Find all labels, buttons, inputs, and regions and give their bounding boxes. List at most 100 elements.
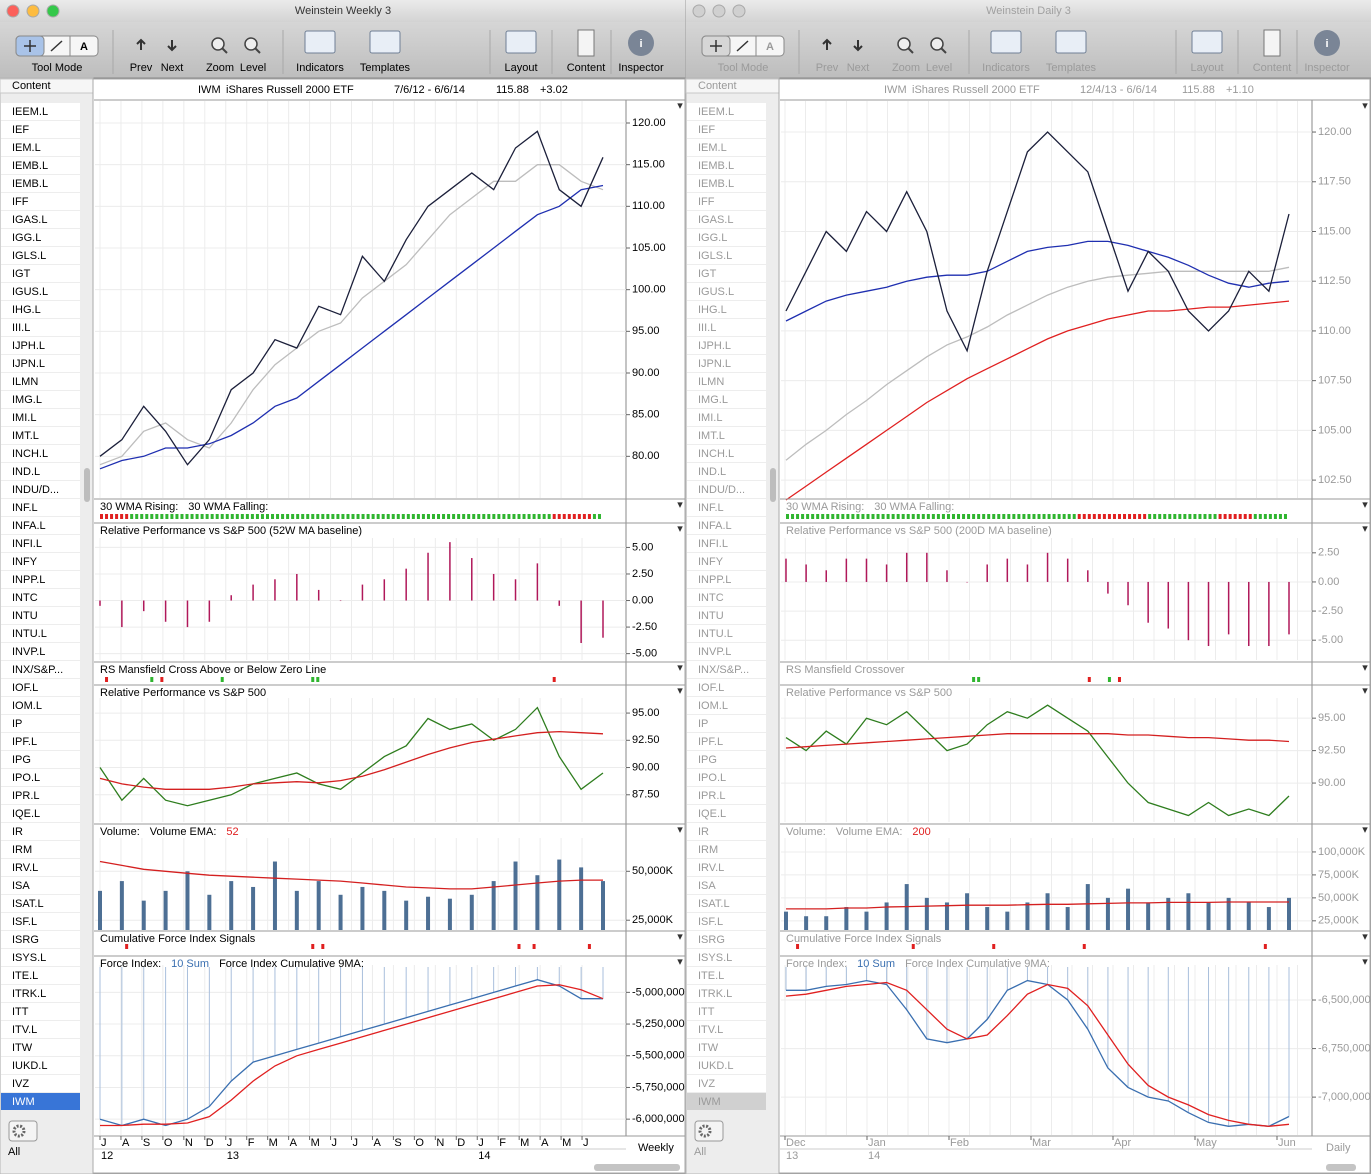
panel-menu[interactable]: ▾ [1362,523,1368,535]
panel-menu[interactable]: ▾ [1362,956,1368,968]
panel-menu[interactable]: ▾ [677,499,683,511]
symbol-row[interactable]: IGAS.L [687,211,766,228]
symbol-row[interactable]: IGAS.L [1,211,80,228]
symbol-row-bg[interactable] [1,499,80,516]
symbol-row[interactable]: IJPH.L [1,337,80,354]
symbol-row[interactable]: INVP.L [687,643,766,660]
symbol-row[interactable]: IMI.L [687,409,766,426]
symbol-row[interactable]: IPG [687,751,766,768]
symbol-row[interactable]: IOF.L [687,679,766,696]
symbol-row[interactable]: INTC [1,589,80,606]
symbol-row[interactable]: ISYS.L [1,949,80,966]
symbol-row-bg[interactable] [1,787,80,804]
symbol-row-bg[interactable] [687,481,766,498]
symbol-row-bg[interactable] [687,913,766,930]
toolbar-button[interactable]: i Inspector [618,30,664,74]
symbol-row[interactable]: IEM.L [687,139,766,156]
symbol-row-bg[interactable] [1,877,80,894]
panel-menu[interactable]: ▾ [677,956,683,968]
symbol-row-bg[interactable] [1,895,80,912]
symbol-row-bg[interactable] [1,355,80,372]
symbol-row-bg[interactable] [687,157,766,174]
symbol-row-bg[interactable] [687,103,766,120]
symbol-row-bg[interactable] [687,931,766,948]
symbol-row[interactable]: INTU.L [687,625,766,642]
symbol-row-bg[interactable] [687,787,766,804]
symbol-row-bg[interactable] [687,337,766,354]
symbol-row-bg[interactable] [1,643,80,660]
symbol-row-bg[interactable] [1,607,80,624]
window-button[interactable] [6,4,20,18]
symbol-row[interactable]: IEMB.L [687,175,766,192]
symbol-row[interactable]: IQE.L [687,805,766,822]
symbol-row-bg[interactable] [687,607,766,624]
symbol-row-bg[interactable] [687,463,766,480]
symbol-row[interactable]: IEM.L [1,139,80,156]
symbol-row[interactable]: ISF.L [1,913,80,930]
symbol-row-bg[interactable] [687,1039,766,1056]
panel-menu[interactable]: ▾ [677,100,683,112]
symbol-row[interactable]: IOM.L [687,697,766,714]
symbol-row-bg[interactable] [687,751,766,768]
symbol-row-bg[interactable] [687,967,766,984]
symbol-row[interactable]: IEEM.L [687,103,766,120]
symbol-row-bg[interactable] [687,949,766,966]
symbol-row[interactable]: ITW [1,1039,80,1056]
symbol-row[interactable]: INTU [687,607,766,624]
symbol-row[interactable]: ITRK.L [1,985,80,1002]
symbol-row[interactable]: IRV.L [687,859,766,876]
symbol-row[interactable]: IHG.L [687,301,766,318]
panel-menu[interactable]: ▾ [677,824,683,836]
symbol-row-bg[interactable] [1,175,80,192]
toolbar-button[interactable]: Zoom [892,37,920,74]
symbol-row-bg[interactable] [1,409,80,426]
symbol-row-bg[interactable] [1,229,80,246]
symbol-row[interactable]: IRM [1,841,80,858]
symbol-row-bg[interactable] [687,823,766,840]
symbol-row-bg[interactable] [1,103,80,120]
toolbar-button[interactable]: Content [567,29,606,74]
symbol-row-bg[interactable] [687,391,766,408]
symbol-row-bg[interactable] [1,121,80,138]
symbol-row-bg[interactable] [687,499,766,516]
symbol-row-bg[interactable] [1,661,80,678]
symbol-row-bg[interactable] [1,1039,80,1056]
symbol-row-bg[interactable] [687,733,766,750]
symbol-row-bg[interactable] [687,265,766,282]
symbol-row-bg[interactable] [1,283,80,300]
symbol-row-bg[interactable] [687,643,766,660]
symbol-row-bg[interactable] [1,427,80,444]
symbol-row[interactable]: INFA.L [1,517,80,534]
symbol-row[interactable]: IEMB.L [1,157,80,174]
symbol-row-bg[interactable] [1,157,80,174]
symbol-row-bg[interactable] [687,247,766,264]
symbol-row-bg[interactable] [687,841,766,858]
horizontal-scrollbar[interactable] [1326,1164,1356,1171]
symbol-row[interactable]: IMG.L [1,391,80,408]
symbol-row[interactable]: IPG [1,751,80,768]
symbol-row-bg[interactable] [687,301,766,318]
symbol-row[interactable]: ISF.L [687,913,766,930]
window-button[interactable] [732,4,746,18]
symbol-row[interactable]: IPO.L [687,769,766,786]
symbol-row-bg[interactable] [687,553,766,570]
symbol-row-bg[interactable] [1,931,80,948]
symbol-row[interactable]: ISAT.L [1,895,80,912]
symbol-row[interactable]: IJPH.L [687,337,766,354]
symbol-row[interactable]: INVP.L [1,643,80,660]
symbol-row-bg[interactable] [1,985,80,1002]
toolbar-button[interactable]: Level [926,37,952,74]
symbol-row-bg[interactable] [1,553,80,570]
symbol-row-bg[interactable] [687,697,766,714]
symbol-row[interactable]: INF.L [1,499,80,516]
symbol-row-bg[interactable] [687,571,766,588]
symbol-row[interactable]: INCH.L [687,445,766,462]
symbol-row-bg[interactable] [1,373,80,390]
symbol-row[interactable]: IEMB.L [687,157,766,174]
symbol-row[interactable]: INTU [1,607,80,624]
toolbar-button[interactable]: Next [161,40,184,74]
symbol-row[interactable]: IGUS.L [687,283,766,300]
symbol-row[interactable]: IOM.L [1,697,80,714]
symbol-row-bg[interactable] [1,1057,80,1074]
symbol-row-bg[interactable] [687,625,766,642]
